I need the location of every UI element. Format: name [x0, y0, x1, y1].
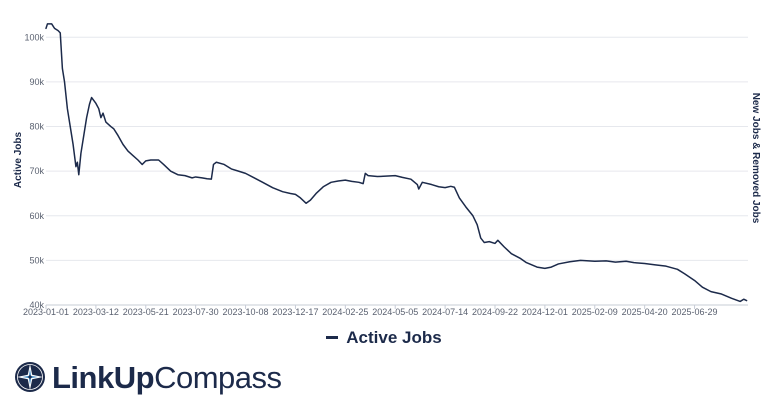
x-tick-label: 2024-12-01 [522, 307, 568, 317]
x-axis-ticks: 2023-01-01 2023-03-12 2023-05-21 2023-07-30… [23, 305, 718, 317]
brand-name-bold: LinkUp [52, 359, 155, 395]
y-tick-label: 90k [29, 77, 44, 87]
x-tick-label: 2023-01-01 [23, 307, 69, 317]
series-layer [45, 23, 748, 303]
legend: Active Jobs [0, 326, 768, 348]
line-chart: 40k 50k 60k 70k 80k 90k 100k 2023-01-01 2023-03… [13, 23, 761, 317]
x-tick-label: 2023-12-17 [272, 307, 318, 317]
x-tick-label: 2023-10-08 [223, 307, 269, 317]
brand-logo: LinkUpCompass [14, 356, 282, 398]
x-tick-label: 2025-02-09 [572, 307, 618, 317]
gridlines [46, 36, 748, 261]
legend-swatch [326, 336, 339, 339]
y-tick-label: 40k [29, 300, 44, 310]
brand-name-light: Compass [154, 359, 282, 395]
y-tick-label: 100k [24, 32, 44, 42]
series-line-active-jobs[interactable] [45, 23, 748, 303]
y-tick-label: 50k [29, 255, 44, 265]
x-tick-label: 2023-05-21 [123, 307, 169, 317]
brand-wordmark: LinkUpCompass [52, 362, 282, 393]
y2-axis-title: New Jobs & Removed Jobs [750, 93, 761, 224]
y-tick-label: 70k [29, 166, 44, 176]
x-tick-label: 2024-07-14 [422, 307, 468, 317]
x-tick-label: 2023-07-30 [173, 307, 219, 317]
y-tick-label: 80k [29, 122, 44, 132]
x-tick-label: 2023-03-12 [73, 307, 119, 317]
compass-rose-icon [15, 362, 45, 392]
x-tick-label: 2025-04-20 [622, 307, 668, 317]
x-tick-label: 2025-06-29 [672, 307, 718, 317]
x-tick-label: 2024-05-05 [372, 307, 418, 317]
x-tick-label: 2024-09-22 [472, 307, 518, 317]
y-axis-title: Active Jobs [13, 131, 24, 188]
legend-item-active-jobs[interactable]: Active Jobs [326, 327, 442, 348]
y-axis-ticks: 40k 50k 60k 70k 80k 90k 100k [24, 32, 44, 310]
x-tick-label: 2024-02-25 [322, 307, 368, 317]
legend-label: Active Jobs [346, 327, 442, 347]
y-tick-label: 60k [29, 211, 44, 221]
